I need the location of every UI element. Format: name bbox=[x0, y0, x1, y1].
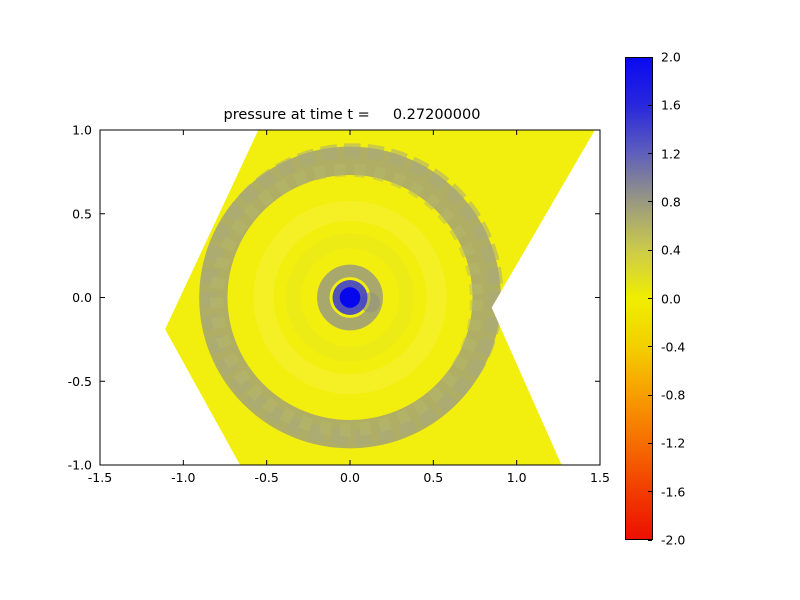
colorbar-tick-mark bbox=[648, 491, 652, 493]
y-tick-label: -0.5 bbox=[68, 374, 92, 389]
colorbar-tick-mark bbox=[648, 298, 652, 299]
mid-yellow-ring bbox=[253, 200, 447, 395]
outside-domain-mask-bottom-left bbox=[100, 329, 240, 465]
colorbar-tick-mark bbox=[648, 442, 652, 444]
outer-gray-ring-blotch-a bbox=[201, 143, 504, 445]
x-tick-label: -0.5 bbox=[254, 470, 278, 485]
colorbar-tick-mark bbox=[648, 201, 652, 203]
colorbar-tick-mark bbox=[648, 56, 652, 58]
colorbar-tick-label: -1.6 bbox=[661, 484, 686, 500]
colorbar-tick-label: 0.4 bbox=[661, 242, 681, 258]
outside-domain-mask-top-left bbox=[100, 130, 259, 330]
colorbar-tick-mark bbox=[648, 104, 652, 106]
colorbar-tick-label: 1.6 bbox=[661, 97, 681, 113]
x-tick-label: 1.5 bbox=[590, 470, 610, 485]
x-tick-label: 0.0 bbox=[340, 470, 360, 485]
colorbar-tick-label: 0.8 bbox=[661, 194, 681, 210]
peak-core bbox=[339, 287, 361, 308]
colorbar-tick-label: 2.0 bbox=[661, 49, 681, 65]
x-tick-label: 1.0 bbox=[507, 470, 527, 485]
colorbar-tick-label: -2.0 bbox=[661, 532, 686, 548]
x-tick-label: 0.5 bbox=[423, 470, 443, 485]
x-tick-label: -1.0 bbox=[171, 470, 195, 485]
colorbar-tick-mark bbox=[648, 153, 652, 155]
y-tick-label: 0.0 bbox=[72, 290, 92, 305]
colorbar-tick-label: 1.2 bbox=[661, 146, 681, 162]
colorbar-tick-label: 0.0 bbox=[661, 291, 681, 306]
colorbar-tick-mark bbox=[648, 249, 652, 251]
inner-pale-ring bbox=[285, 233, 415, 362]
colorbar-tick-mark bbox=[648, 394, 652, 396]
colorbar-tick-label: -1.2 bbox=[661, 435, 686, 451]
outer-gray-ring-blotch-b bbox=[210, 163, 484, 437]
y-tick-label: -1.0 bbox=[68, 458, 92, 473]
colorbar-tick-label: -0.8 bbox=[661, 387, 686, 403]
colorbar-tick-label: -0.4 bbox=[661, 339, 686, 355]
colorbar-tick-mark bbox=[648, 539, 652, 541]
outside-domain-mask-right-notch bbox=[491, 130, 600, 465]
colorbar-tick-mark bbox=[648, 346, 652, 348]
y-tick-label: 0.5 bbox=[72, 206, 92, 221]
x-tick-label: -1.5 bbox=[88, 470, 112, 485]
y-tick-label: 1.0 bbox=[72, 123, 92, 138]
plot-title: pressure at time t = 0.27200000 bbox=[223, 107, 481, 123]
